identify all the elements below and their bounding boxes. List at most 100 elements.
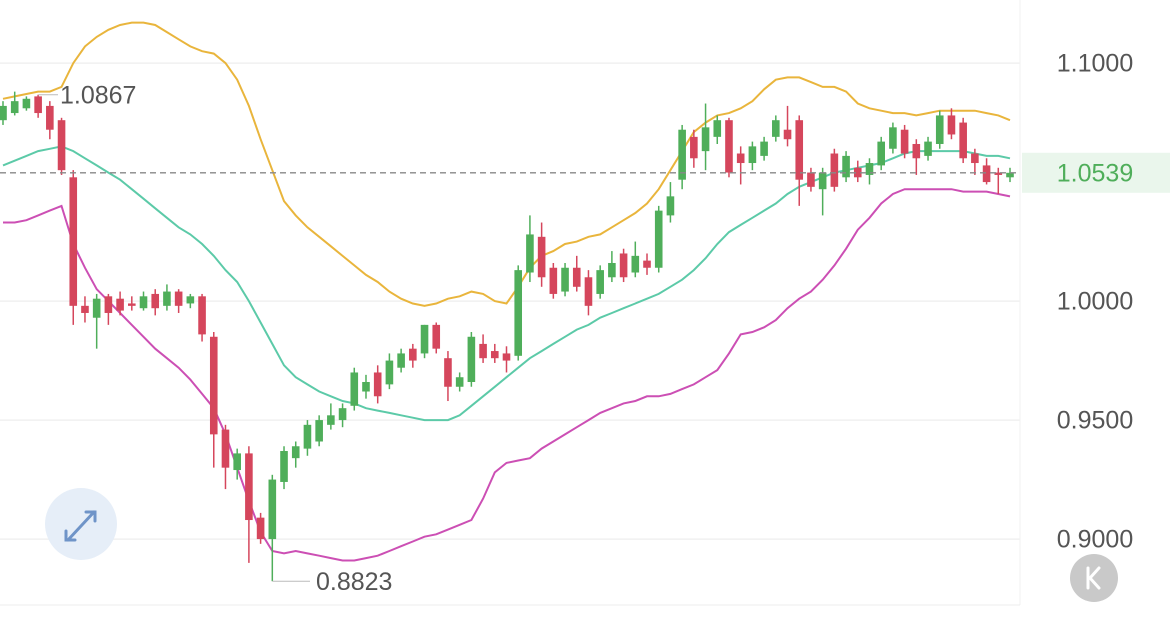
bands (2, 21, 1011, 562)
candle-body (221, 429, 230, 468)
candle-body (350, 372, 359, 406)
back-icon (1086, 566, 1101, 590)
current-price-label: 1.0539 (1057, 159, 1133, 187)
candle-body (725, 120, 733, 173)
candle-body (947, 115, 956, 135)
y-tick-label: 0.9000 (1057, 526, 1133, 554)
candle-body (1006, 172, 1014, 178)
candle-body (818, 172, 827, 190)
overlay: 1.0539 1.0867 0.8823 (0, 81, 1170, 596)
candle-body (57, 120, 66, 171)
candle-body (959, 122, 967, 159)
candle-body (643, 260, 651, 268)
back-button-bg[interactable] (1070, 554, 1118, 602)
candle-body (795, 120, 804, 180)
candle-body (151, 293, 160, 309)
y-tick-label: 0.9500 (1057, 407, 1133, 435)
candle-body (713, 120, 722, 137)
candle-body (608, 262, 616, 278)
candle-body (116, 298, 124, 311)
candle-body (619, 253, 628, 278)
candle-body (736, 153, 745, 164)
candle-body (865, 163, 874, 175)
y-tick-label: 1.1000 (1057, 50, 1133, 78)
candle-body (128, 303, 136, 306)
grid (0, 62, 1020, 540)
candle-body (34, 96, 42, 114)
band-line (2, 21, 1011, 307)
candle-body (584, 277, 593, 306)
candle-body (420, 324, 429, 354)
candle-body (174, 291, 183, 306)
candle-body (338, 408, 347, 421)
min-marker-label: 0.8823 (316, 568, 392, 596)
candle-body (444, 358, 452, 387)
candle-body (935, 115, 944, 144)
band-line (2, 145, 1011, 422)
candle-body (280, 451, 288, 482)
max-marker-label: 1.0867 (60, 81, 136, 109)
candle-body (69, 177, 78, 306)
candle-body (362, 381, 370, 392)
band-line (3, 188, 1011, 562)
candle-body (561, 267, 569, 292)
candle-body (233, 453, 241, 471)
candle-body (409, 348, 417, 361)
candle-body (877, 141, 885, 166)
candle-body (479, 343, 487, 359)
candle-body (315, 420, 323, 442)
candle-body (455, 377, 464, 387)
candle-body (245, 453, 253, 521)
candle-body (666, 196, 675, 216)
candle-body (807, 172, 815, 187)
candle-body (760, 141, 768, 156)
candle-body (303, 424, 312, 449)
expand-button[interactable] (45, 488, 117, 560)
candle-body (971, 153, 979, 164)
candle-body (432, 324, 441, 349)
candle-body (104, 296, 113, 313)
expand-icon (64, 510, 97, 542)
candle-body (830, 153, 839, 187)
candle-body (46, 105, 54, 130)
candle-body (514, 270, 523, 356)
candle-body (397, 353, 405, 368)
candle-body (994, 172, 1003, 175)
candle-body (678, 129, 686, 180)
candle-body (385, 360, 394, 385)
candles (0, 91, 1014, 582)
candle-body (912, 143, 921, 159)
candle-body (853, 167, 862, 178)
candle-body (92, 298, 101, 318)
back-button[interactable] (1070, 554, 1118, 602)
current-price-badge (1022, 152, 1170, 193)
candle-body (924, 141, 932, 156)
candle-body (163, 291, 171, 306)
candle-body (772, 120, 780, 137)
candle-body (783, 129, 792, 140)
candle-body (81, 305, 89, 313)
candle-body (549, 267, 558, 294)
candle-body (631, 255, 640, 273)
candle-body (327, 415, 335, 425)
candle-body (572, 267, 581, 287)
candle-body (900, 129, 909, 154)
candle-body (701, 127, 710, 152)
candle-body (0, 105, 7, 121)
candle-body (502, 353, 511, 361)
candle-body (10, 101, 19, 114)
candle-body (690, 136, 698, 159)
price-axis-panel (1020, 0, 1170, 623)
candle-body (268, 479, 277, 540)
candle-body (22, 98, 31, 109)
candle-body (526, 234, 534, 273)
candle-body (291, 446, 300, 459)
candle-body (373, 372, 382, 397)
candle-body (748, 146, 757, 164)
candle-body (256, 517, 265, 540)
candle-body (889, 127, 897, 149)
candle-body (596, 270, 604, 294)
candle-body (186, 296, 195, 304)
